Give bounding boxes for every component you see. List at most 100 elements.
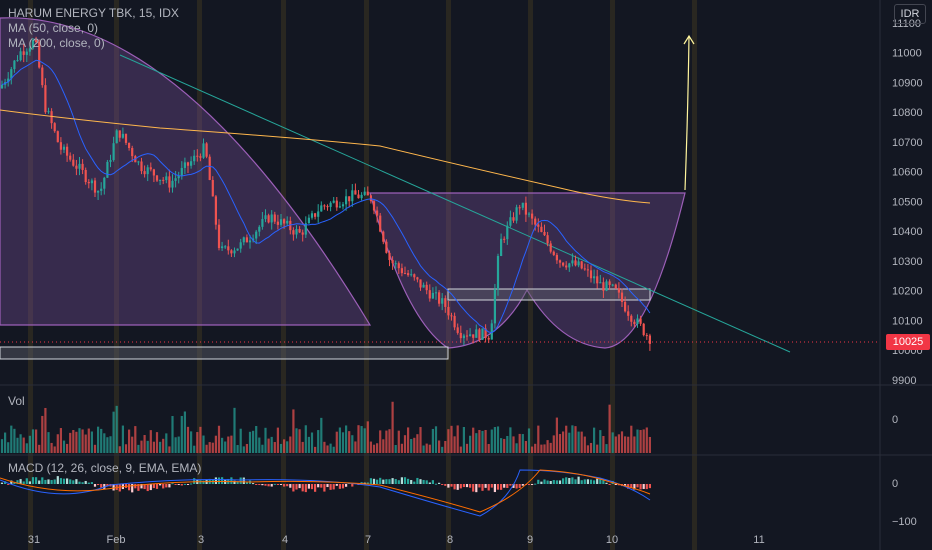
- macd-histogram-bar: [310, 484, 314, 490]
- macd-histogram-bar: [431, 480, 434, 484]
- candle: [159, 179, 162, 186]
- candle: [81, 159, 84, 175]
- volume-bar: [159, 441, 162, 453]
- volume-bar: [608, 404, 611, 453]
- macd-histogram-bar: [400, 477, 403, 484]
- volume-bar: [400, 443, 403, 453]
- session-separator: [28, 0, 33, 550]
- macd-pane-label[interactable]: MACD (12, 26, close, 9, EMA, EMA): [8, 461, 202, 475]
- volume-bar: [403, 435, 407, 453]
- candle: [59, 137, 62, 155]
- volume-bar: [41, 415, 44, 453]
- volume-bar: [549, 442, 552, 453]
- candle: [617, 282, 620, 299]
- candle: [534, 216, 537, 231]
- time-tick-label: 11: [753, 534, 764, 546]
- candle: [444, 295, 447, 313]
- volume-bar: [270, 436, 273, 453]
- macd-histogram-bar: [149, 484, 152, 491]
- macd-histogram-bar: [596, 478, 599, 484]
- volume-bar: [214, 435, 217, 453]
- volume-bar: [128, 429, 131, 453]
- candle: [490, 319, 493, 340]
- candle: [487, 336, 490, 344]
- candle: [512, 212, 515, 223]
- ma200-legend[interactable]: MA (200, close, 0): [8, 36, 105, 50]
- candle: [171, 174, 174, 193]
- volume-bar: [279, 443, 283, 453]
- volume-bar: [93, 444, 97, 453]
- volume-bar: [425, 443, 428, 453]
- volume-bar: [568, 432, 571, 453]
- volume-bar: [131, 436, 134, 453]
- volume-bar: [416, 434, 419, 453]
- volume-bar: [490, 429, 493, 453]
- volume-bar: [341, 432, 345, 453]
- volume-bar: [289, 436, 292, 453]
- macd-histogram-bar: [22, 481, 25, 484]
- volume-bar: [221, 437, 224, 453]
- macd-histogram-bar: [267, 484, 270, 487]
- volume-bar: [193, 445, 196, 453]
- currency-badge[interactable]: IDR: [894, 4, 926, 24]
- volume-bar: [422, 445, 425, 453]
- macd-histogram-bar: [419, 479, 422, 484]
- macd-histogram-bar: [72, 480, 75, 484]
- volume-bar: [242, 446, 245, 453]
- candle: [506, 221, 509, 245]
- macd-histogram-bar: [552, 480, 555, 484]
- candle: [0, 80, 4, 90]
- macd-histogram-bar: [7, 484, 10, 485]
- price-tick-label: 10700: [892, 137, 923, 149]
- macd-histogram-bar: [512, 484, 515, 488]
- volume-bar: [472, 427, 475, 453]
- macd-histogram-bar: [183, 483, 186, 485]
- candle: [543, 224, 546, 237]
- macd-histogram-bar: [608, 484, 611, 485]
- price-tick-label: 10100: [892, 315, 923, 327]
- time-tick-label: 3: [198, 534, 204, 546]
- volume-bar: [478, 429, 481, 453]
- macd-histogram-bar: [589, 479, 593, 484]
- volume-bar: [431, 428, 434, 453]
- ma50-legend[interactable]: MA (50, close, 0): [8, 21, 99, 35]
- volume-bar: [382, 439, 385, 453]
- volume-bar: [593, 427, 596, 453]
- volume-bar: [540, 444, 543, 453]
- macd-histogram-bar: [245, 482, 248, 484]
- candle: [112, 136, 115, 162]
- volume-bar: [527, 428, 531, 453]
- macd-histogram-bar: [143, 484, 146, 490]
- candle: [140, 157, 143, 175]
- volume-bar: [314, 446, 317, 453]
- candle: [645, 333, 648, 340]
- macd-histogram-bar: [19, 479, 22, 484]
- candle: [66, 143, 69, 162]
- candle: [236, 248, 239, 251]
- macd-histogram-bar: [360, 482, 363, 484]
- candle: [515, 204, 518, 224]
- macd-histogram-bar: [521, 484, 524, 486]
- candle: [53, 122, 56, 133]
- candle: [7, 72, 10, 87]
- macd-line: [0, 469, 651, 517]
- macd-histogram-bar: [459, 484, 462, 489]
- volume-pane-label[interactable]: Vol: [8, 394, 25, 408]
- macd-histogram-bar: [41, 477, 44, 484]
- volume-bar: [469, 435, 472, 453]
- macd-histogram-bar: [422, 479, 425, 484]
- macd-histogram-bar: [503, 484, 506, 488]
- volume-bar: [106, 437, 109, 453]
- macd-histogram-bar: [97, 484, 100, 486]
- candle: [459, 325, 462, 343]
- macd-histogram-bar: [155, 484, 159, 489]
- volume-bar: [75, 431, 78, 453]
- macd-histogram-bar: [106, 484, 109, 487]
- volume-bar: [72, 430, 75, 453]
- candle: [183, 157, 186, 175]
- symbol-title[interactable]: HARUM ENERGY TBK, 15, IDX: [8, 6, 179, 20]
- volume-bar: [357, 425, 360, 453]
- macd-histogram-bar: [534, 483, 537, 485]
- macd-histogram-bar: [571, 477, 574, 484]
